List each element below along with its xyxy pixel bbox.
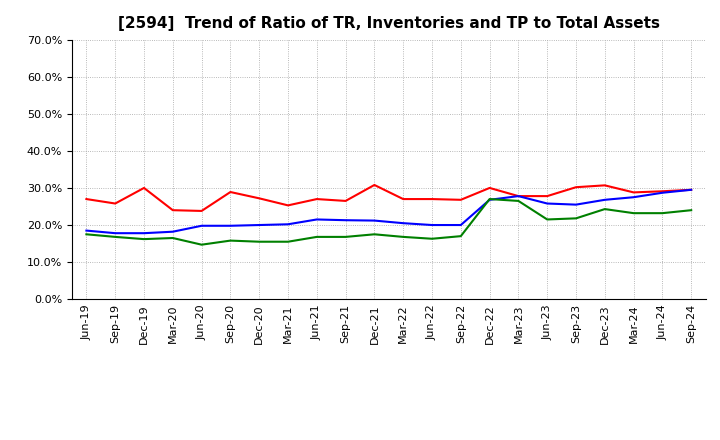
Trade Receivables <box>341 198 350 204</box>
Inventories <box>341 217 350 223</box>
Inventories <box>485 197 494 202</box>
Trade Receivables <box>572 184 580 190</box>
Trade Receivables <box>197 208 206 213</box>
Trade Payables <box>600 206 609 212</box>
Trade Receivables <box>658 189 667 194</box>
Trade Payables <box>284 239 292 244</box>
Line: Trade Receivables: Trade Receivables <box>86 185 691 211</box>
Trade Receivables <box>168 208 177 213</box>
Inventories <box>197 223 206 228</box>
Trade Payables <box>226 238 235 243</box>
Trade Payables <box>341 234 350 239</box>
Inventories <box>370 218 379 223</box>
Inventories <box>111 231 120 236</box>
Inventories <box>168 229 177 235</box>
Trade Payables <box>370 231 379 237</box>
Trade Receivables <box>370 182 379 187</box>
Trade Payables <box>658 210 667 216</box>
Trade Receivables <box>629 190 638 195</box>
Trade Receivables <box>399 196 408 202</box>
Trade Receivables <box>514 194 523 199</box>
Inventories <box>514 194 523 199</box>
Trade Receivables <box>312 196 321 202</box>
Inventories <box>399 220 408 226</box>
Trade Receivables <box>82 196 91 202</box>
Trade Payables <box>456 234 465 239</box>
Inventories <box>226 223 235 228</box>
Trade Payables <box>82 231 91 237</box>
Inventories <box>82 228 91 233</box>
Trade Receivables <box>255 196 264 201</box>
Title: [2594]  Trend of Ratio of TR, Inventories and TP to Total Assets: [2594] Trend of Ratio of TR, Inventories… <box>118 16 660 32</box>
Trade Receivables <box>485 185 494 191</box>
Inventories <box>572 202 580 207</box>
Trade Payables <box>543 217 552 222</box>
Inventories <box>255 222 264 227</box>
Inventories <box>284 222 292 227</box>
Trade Payables <box>168 235 177 241</box>
Trade Receivables <box>111 201 120 206</box>
Trade Payables <box>312 234 321 239</box>
Inventories <box>600 197 609 202</box>
Trade Payables <box>629 210 638 216</box>
Inventories <box>456 222 465 227</box>
Trade Payables <box>687 208 696 213</box>
Inventories <box>312 217 321 222</box>
Trade Payables <box>197 242 206 247</box>
Trade Receivables <box>687 187 696 192</box>
Inventories <box>629 194 638 200</box>
Line: Trade Payables: Trade Payables <box>86 199 691 245</box>
Trade Payables <box>140 236 148 242</box>
Trade Payables <box>514 198 523 204</box>
Trade Receivables <box>456 197 465 202</box>
Inventories <box>428 222 436 227</box>
Trade Receivables <box>543 194 552 199</box>
Trade Payables <box>399 234 408 239</box>
Trade Payables <box>485 196 494 202</box>
Trade Payables <box>111 234 120 239</box>
Trade Payables <box>572 216 580 221</box>
Line: Inventories: Inventories <box>86 190 691 233</box>
Trade Payables <box>255 239 264 244</box>
Trade Receivables <box>140 185 148 191</box>
Inventories <box>687 187 696 192</box>
Trade Receivables <box>226 189 235 194</box>
Trade Payables <box>428 236 436 242</box>
Trade Receivables <box>284 203 292 208</box>
Inventories <box>140 231 148 236</box>
Inventories <box>658 190 667 195</box>
Trade Receivables <box>428 196 436 202</box>
Inventories <box>543 201 552 206</box>
Trade Receivables <box>600 183 609 188</box>
